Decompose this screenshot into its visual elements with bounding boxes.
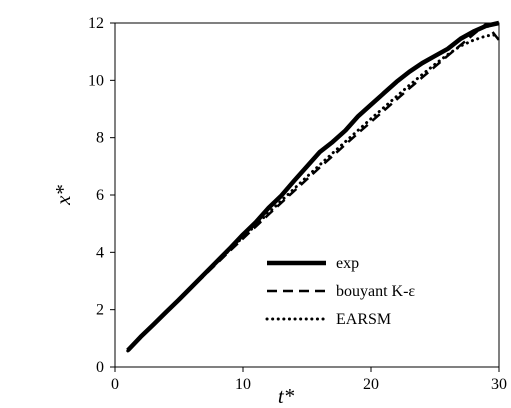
- x-tick-label: 10: [235, 376, 251, 393]
- series-line-1: [126, 22, 500, 353]
- x-tick-label: 20: [363, 376, 379, 393]
- x-tick-label: 0: [111, 376, 119, 393]
- series-line-0: [126, 20, 500, 352]
- legend-label-1: bouyant K-ε: [336, 283, 415, 300]
- y-tick-label: 6: [96, 187, 104, 204]
- legend-label-0: exp: [336, 255, 359, 272]
- y-tick-label: 12: [88, 15, 104, 32]
- y-tick-label: 8: [96, 130, 104, 147]
- legend-label-2: EARSM: [336, 311, 391, 328]
- y-axis-title: x*: [51, 185, 75, 206]
- series-layer: [126, 20, 501, 353]
- legend: exp bouyant K-ε EARSM: [265, 255, 415, 328]
- ticks-group: 0 10 20 30 0 2 4 6 8 10 12: [88, 15, 507, 393]
- y-tick-label: 2: [96, 302, 104, 319]
- y-tick-label: 4: [96, 244, 104, 261]
- x-axis-title: t*: [278, 384, 295, 408]
- y-tick-label: 0: [96, 359, 104, 376]
- plot-area: [114, 22, 500, 368]
- series-line-2: [126, 32, 501, 353]
- x-tick-label: 30: [491, 376, 507, 393]
- y-tick-label: 10: [88, 72, 104, 89]
